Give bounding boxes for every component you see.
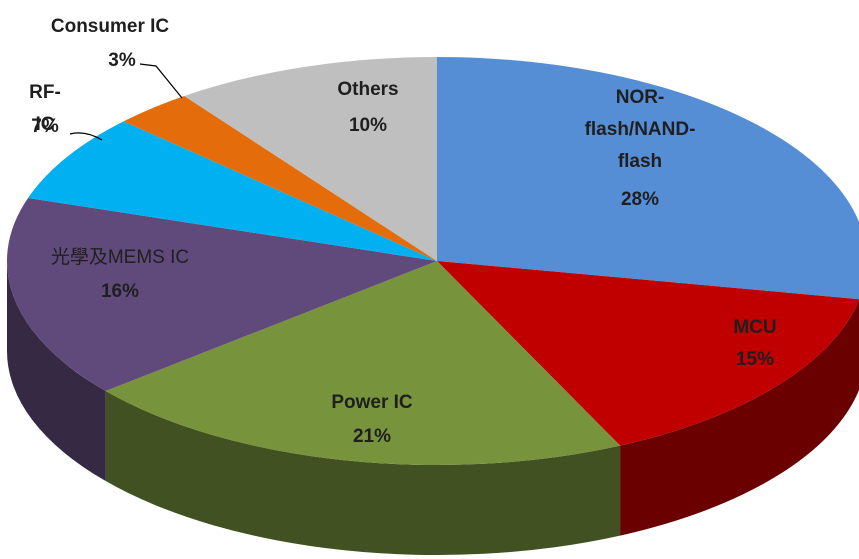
slice bbox=[105, 261, 621, 465]
slice bbox=[437, 261, 859, 446]
label-line: flash bbox=[618, 151, 662, 172]
slice-label: 光學及MEMS IC bbox=[51, 246, 189, 268]
label-line: RF- bbox=[29, 82, 61, 103]
slice-value-label: 16% bbox=[101, 281, 139, 302]
slice-side bbox=[105, 391, 621, 555]
slice-label: RF- IC bbox=[29, 82, 61, 135]
slice bbox=[7, 197, 438, 392]
slice-label: MCU bbox=[733, 317, 776, 338]
slice-label: Consumer IC bbox=[51, 16, 170, 37]
slice-label: NOR-flash/NAND-flash bbox=[585, 87, 696, 172]
slice bbox=[437, 57, 859, 300]
pie-tops bbox=[7, 57, 859, 465]
slice-side bbox=[7, 261, 106, 482]
slice-value-label: 7% bbox=[31, 116, 59, 137]
slice bbox=[28, 121, 438, 262]
slice bbox=[184, 57, 437, 261]
slice-value-label: 10% bbox=[349, 115, 387, 136]
leader-line bbox=[69, 132, 103, 141]
slice-label: Others bbox=[337, 79, 398, 100]
label-line: IC bbox=[36, 114, 55, 135]
leader-line bbox=[139, 63, 183, 99]
slice-value-label: 15% bbox=[736, 349, 774, 370]
slice-label: Power IC bbox=[331, 392, 413, 413]
pie-sides bbox=[7, 261, 859, 555]
slice bbox=[123, 95, 437, 261]
slice-value-label: 21% bbox=[353, 426, 391, 447]
slice-value-label: 3% bbox=[108, 50, 136, 71]
slice-side bbox=[620, 300, 859, 536]
label-line: flash/NAND- bbox=[585, 119, 696, 140]
slice-value-label: 28% bbox=[621, 189, 659, 210]
label-line: NOR- bbox=[616, 87, 665, 108]
